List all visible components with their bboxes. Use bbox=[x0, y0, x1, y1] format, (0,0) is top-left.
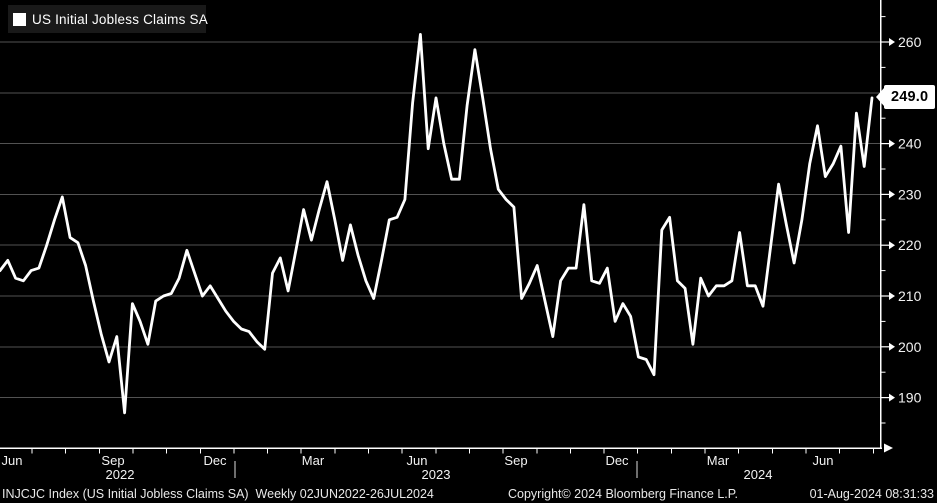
x-tick-label: Mar bbox=[707, 453, 730, 468]
legend-swatch-icon bbox=[13, 12, 26, 26]
status-bar: INJCJC Index (US Initial Jobless Claims … bbox=[0, 484, 937, 503]
y-tick-label: 190 bbox=[898, 390, 922, 406]
y-tick-arrow-icon bbox=[889, 292, 895, 300]
y-tick-arrow-icon bbox=[889, 241, 895, 250]
status-copyright: Copyright© 2024 Bloomberg Finance L.P. bbox=[508, 487, 738, 501]
x-tick-label: Jun bbox=[2, 453, 23, 468]
x-axis-arrow-icon bbox=[884, 443, 893, 453]
y-tick-arrow-icon bbox=[889, 393, 895, 402]
last-value-text: 249.0 bbox=[891, 89, 929, 105]
x-tick-label: Sep bbox=[101, 453, 124, 468]
last-value-badge: 249.0 bbox=[876, 85, 935, 109]
x-tick-label: Jun bbox=[813, 453, 834, 468]
x-tick-label: Jun bbox=[407, 453, 428, 468]
status-security-info: INJCJC Index (US Initial Jobless Claims … bbox=[2, 487, 434, 501]
series-line-jobless-claims[interactable] bbox=[0, 33, 874, 415]
x-tick-label: Mar bbox=[302, 453, 325, 468]
x-tick-label: Sep bbox=[504, 453, 527, 468]
y-tick-label: 210 bbox=[898, 288, 922, 304]
x-tick-label: Dec bbox=[203, 453, 227, 468]
y-tick-arrow-icon bbox=[889, 139, 895, 148]
x-year-label: 2023 bbox=[422, 467, 451, 482]
y-tick-arrow-icon bbox=[889, 190, 895, 199]
legend-label: US Initial Jobless Claims SA bbox=[32, 11, 208, 27]
y-tick-arrow-icon bbox=[889, 38, 895, 46]
legend-item-jobless-claims[interactable]: US Initial Jobless Claims SA bbox=[8, 5, 208, 33]
x-tick-label: Dec bbox=[605, 453, 629, 468]
y-tick-label: 230 bbox=[898, 186, 922, 202]
y-tick-label: 260 bbox=[898, 34, 922, 50]
value-badge-notch-icon bbox=[876, 88, 884, 106]
y-tick-arrow-icon bbox=[889, 342, 895, 351]
status-timestamp: 01-Aug-2024 08:31:33 bbox=[809, 487, 934, 501]
y-tick-label: 240 bbox=[898, 136, 922, 152]
y-tick-label: 200 bbox=[898, 339, 922, 355]
y-tick-label: 220 bbox=[898, 237, 922, 253]
x-year-label: 2022 bbox=[106, 467, 135, 482]
x-year-label: 2024 bbox=[744, 467, 773, 482]
